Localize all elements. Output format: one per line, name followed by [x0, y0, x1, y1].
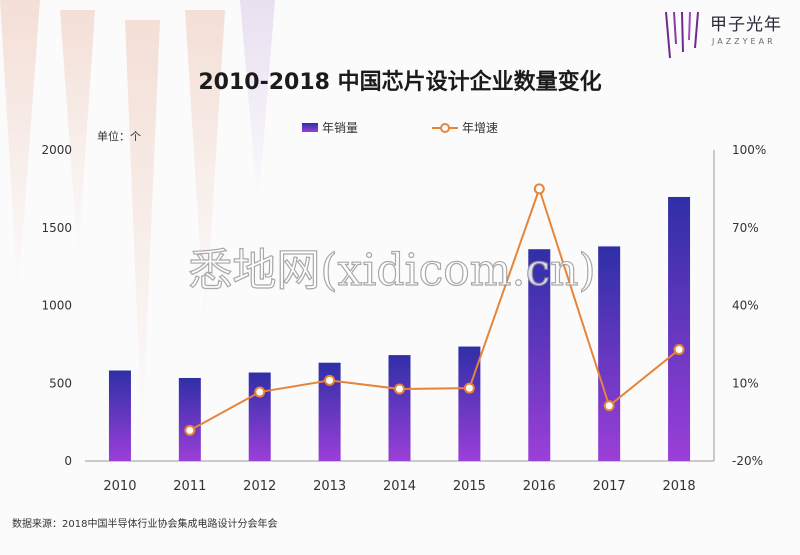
right-axis-ticks: -20% 10% 40% 70% 100% — [732, 143, 766, 468]
x-tick-label: 2011 — [173, 479, 206, 494]
right-tick-label: -20% — [732, 454, 763, 468]
right-tick-label: 40% — [732, 299, 759, 313]
x-tick-label: 2014 — [383, 479, 416, 494]
legend-line-marker — [440, 123, 450, 133]
brand-name: 甲子光年 — [710, 15, 782, 35]
legend-bar-swatch — [302, 123, 318, 132]
legend-bar-label: 年销量 — [322, 121, 358, 135]
bar — [248, 372, 271, 461]
bar — [318, 362, 341, 461]
right-tick-label: 70% — [732, 221, 759, 235]
left-tick-label: 1500 — [41, 221, 72, 235]
source-note: 数据来源：2018中国半导体行业协会集成电路设计分会年会 — [12, 517, 277, 530]
growth-point — [533, 183, 545, 195]
bar-series — [108, 196, 691, 461]
bar — [528, 249, 551, 461]
right-tick-label: 10% — [732, 376, 759, 390]
right-tick-label: 100% — [732, 143, 766, 157]
unit-label: 单位：个 — [97, 129, 141, 143]
x-axis-ticks: 2010 2011 2012 2013 2014 2015 2016 2017 2018 — [103, 479, 695, 494]
growth-point — [254, 386, 266, 398]
left-tick-label: 500 — [49, 376, 72, 390]
growth-point — [394, 383, 405, 395]
brand-logo: 甲子光年 JAZZYEAR — [665, 11, 782, 59]
brand-mark-icon — [665, 11, 699, 59]
growth-line — [189, 185, 680, 432]
growth-point — [184, 424, 196, 436]
left-tick-label: 1000 — [41, 299, 72, 313]
growth-point — [673, 344, 685, 356]
x-tick-label: 2017 — [593, 479, 626, 494]
chart-title: 2010-2018 中国芯片设计企业数量变化 — [198, 69, 601, 95]
line-series — [184, 183, 685, 436]
left-tick-label: 0 — [64, 454, 72, 468]
x-tick-label: 2018 — [663, 479, 696, 494]
left-axis-ticks: 0 500 1000 1500 2000 — [41, 143, 72, 468]
growth-point — [603, 400, 615, 412]
bar — [388, 355, 411, 461]
left-tick-label: 2000 — [41, 143, 72, 157]
x-tick-label: 2012 — [243, 479, 276, 494]
bar — [108, 370, 131, 461]
growth-point — [324, 374, 336, 386]
x-tick-label: 2015 — [453, 479, 486, 494]
background-decoration — [0, 0, 275, 440]
bar — [178, 377, 201, 461]
brand-tagline: JAZZYEAR — [711, 37, 776, 46]
x-tick-label: 2016 — [523, 479, 556, 494]
x-tick-label: 2010 — [103, 479, 136, 494]
legend: 年销量 年增速 — [302, 121, 498, 135]
growth-point — [463, 382, 475, 394]
bar — [598, 246, 621, 461]
x-tick-label: 2013 — [313, 479, 346, 494]
legend-line-label: 年增速 — [462, 121, 498, 135]
bar — [668, 196, 691, 461]
watermark: 悉地网(xidicom.cn) — [188, 245, 595, 296]
